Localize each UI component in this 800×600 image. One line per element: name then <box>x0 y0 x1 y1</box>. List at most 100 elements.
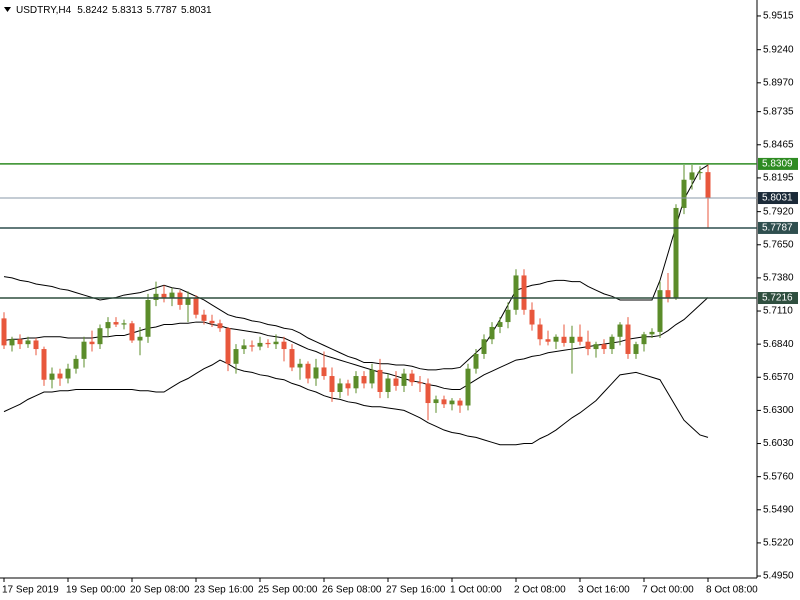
candle-body <box>689 172 695 180</box>
candle-body <box>97 328 103 345</box>
y-tick-label: 5.8465 <box>763 139 794 150</box>
y-tick-label: 5.6300 <box>763 405 794 416</box>
candle-body <box>545 339 551 342</box>
candle-body <box>553 336 559 342</box>
candle-body <box>369 369 375 384</box>
symbol: USDTRY,H4 <box>16 5 72 16</box>
candle-body <box>401 373 407 386</box>
title-low: 5.7787 <box>146 5 177 16</box>
candle-body <box>329 376 335 392</box>
candle-body <box>49 373 55 380</box>
x-tick-label: 8 Oct 08:00 <box>706 585 758 596</box>
candle-body <box>641 334 647 345</box>
candle-body <box>57 373 63 379</box>
y-tick-label: 5.5490 <box>763 504 794 515</box>
candle-body <box>209 320 215 324</box>
level-label: 5.8309 <box>762 159 793 170</box>
x-tick-label: 27 Sep 16:00 <box>386 585 446 596</box>
level-label: 5.7216 <box>762 293 793 304</box>
level-label-box <box>758 157 798 170</box>
y-tick-label: 5.6030 <box>763 438 794 449</box>
y-tick-label: 5.6570 <box>763 372 794 383</box>
candle-body <box>449 400 455 405</box>
level-label: 5.7787 <box>762 223 793 234</box>
menu-arrow[interactable] <box>4 7 11 12</box>
candle-body <box>89 341 95 345</box>
title-high: 5.8313 <box>112 5 143 16</box>
candle-body <box>657 290 663 332</box>
x-tick-label: 2 Oct 08:00 <box>514 585 566 596</box>
y-tick-label: 5.6840 <box>763 339 794 350</box>
candle-body <box>121 323 127 325</box>
candle-body <box>113 322 119 325</box>
candle-body <box>105 322 111 329</box>
candle-body <box>281 341 287 350</box>
band-upper <box>3 164 709 371</box>
x-tick-label: 26 Sep 08:00 <box>322 585 382 596</box>
candle-body <box>489 326 495 340</box>
candle-body <box>537 324 543 340</box>
candle-body <box>497 322 503 327</box>
y-tick-label: 5.7110 <box>763 306 793 317</box>
candle-body <box>81 341 87 359</box>
candle-body <box>481 339 487 354</box>
candle-body <box>337 383 343 392</box>
candle-body <box>353 376 359 389</box>
candle-body <box>569 336 575 343</box>
candle-body <box>297 363 303 368</box>
candle-body <box>137 336 143 341</box>
y-tick-label: 5.8970 <box>763 77 794 88</box>
candle-body <box>153 293 159 300</box>
candle-body <box>433 399 439 404</box>
candle-body <box>129 323 135 341</box>
x-tick-label: 1 Oct 00:00 <box>450 585 502 596</box>
candle-body <box>265 342 271 345</box>
candle-body <box>273 341 279 345</box>
candle-body <box>201 314 207 321</box>
x-tick-label: 3 Oct 16:00 <box>578 585 630 596</box>
candle-body <box>665 290 671 298</box>
candle-body <box>561 336 567 343</box>
candle-body <box>577 336 583 342</box>
x-tick-label: 17 Sep 2019 <box>2 585 59 596</box>
y-tick-label: 5.7650 <box>763 239 794 250</box>
candle-body <box>25 340 31 345</box>
candle-body <box>185 297 191 305</box>
candle-body <box>393 378 399 386</box>
candle-body <box>425 383 431 404</box>
candle-body <box>361 376 367 384</box>
candle-body <box>649 331 655 335</box>
candle-body <box>681 179 687 208</box>
candle-body <box>473 353 479 369</box>
level-label-box <box>758 192 798 205</box>
candle-body <box>249 345 255 347</box>
level-label-box <box>758 292 798 305</box>
candle-body <box>465 368 471 406</box>
x-tick-label: 19 Sep 00:00 <box>66 585 126 596</box>
candle-body <box>65 368 71 379</box>
candle-body <box>305 363 311 379</box>
candle-body <box>409 373 415 383</box>
y-tick-label: 5.7380 <box>763 273 794 284</box>
candle-body <box>17 339 23 345</box>
y-tick-label: 5.4950 <box>763 571 794 582</box>
candle-body <box>313 367 319 379</box>
candle-body <box>41 349 47 380</box>
level-label: 5.8031 <box>762 193 793 204</box>
x-tick-label: 7 Oct 00:00 <box>642 585 694 596</box>
candle-body <box>233 349 239 364</box>
chart-title: USDTRY,H4 5.8242 5.8313 5.7787 5.8031 <box>16 5 212 16</box>
candle-body <box>601 344 607 350</box>
candle-body <box>513 275 519 310</box>
candle-body <box>609 336 615 350</box>
candle-body <box>505 309 511 323</box>
x-tick-label: 20 Sep 08:00 <box>130 585 190 596</box>
y-tick-label: 5.7920 <box>763 206 794 217</box>
y-tick-label: 5.8735 <box>763 106 794 117</box>
candle-body <box>257 342 263 347</box>
candle-body <box>585 341 591 350</box>
candle-body <box>1 318 7 346</box>
candle-body <box>377 369 383 392</box>
candle-body <box>633 344 639 354</box>
